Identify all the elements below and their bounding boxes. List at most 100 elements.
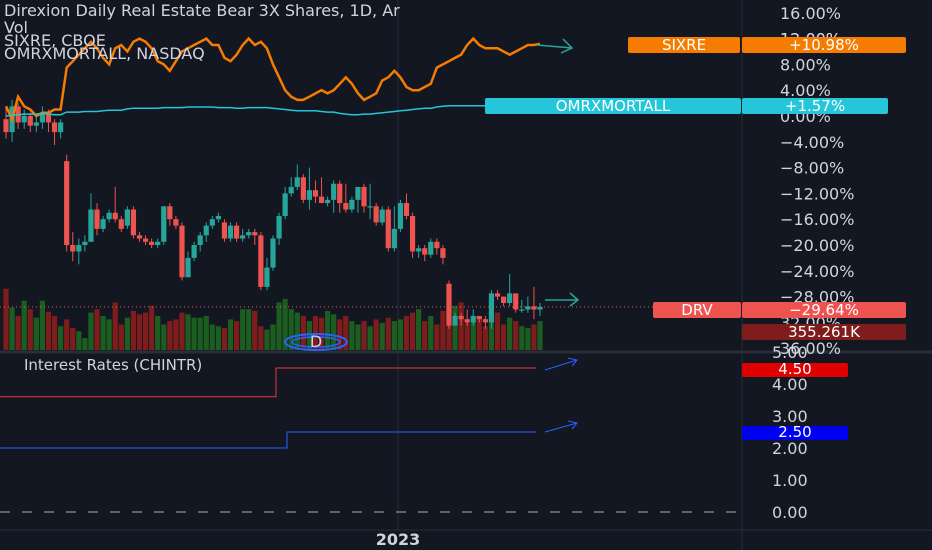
- sixre-name-tag: SIXRE: [662, 36, 706, 54]
- volume-bar: [337, 319, 343, 350]
- candle-body: [458, 315, 464, 320]
- omrx-name-tag-bg: [485, 98, 741, 114]
- arrow-drawing-upper: [536, 38, 574, 54]
- candle-body: [64, 161, 70, 245]
- price-axis-tick-label: −16.00%: [780, 210, 854, 229]
- candle-body: [331, 183, 337, 200]
- volume-bar: [373, 319, 379, 350]
- candle-body: [3, 119, 9, 133]
- drv-name-tag: DRV: [681, 301, 713, 319]
- volume-bar: [476, 317, 482, 350]
- red-rate-line: [0, 367, 536, 398]
- candle-body: [519, 309, 525, 311]
- candle-body: [488, 293, 495, 323]
- candle-body: [21, 116, 27, 123]
- volume-bar: [246, 309, 252, 350]
- volume-bar: [494, 312, 501, 350]
- volume-bar: [39, 300, 46, 350]
- candle-body: [428, 241, 434, 255]
- rates-pane-label: Interest Rates (CHINTR): [24, 356, 203, 374]
- rates-axis-tick-label: 5.00: [772, 343, 808, 362]
- volume-bar: [488, 319, 495, 350]
- volume-bar: [82, 338, 88, 350]
- candle-body: [318, 196, 325, 204]
- volume-bar: [409, 312, 416, 350]
- candle-body: [167, 206, 173, 220]
- red-rate-value-tag-bg: [742, 363, 848, 377]
- price-axis-tick-label: −8.00%: [780, 159, 844, 178]
- candle-body: [88, 209, 94, 242]
- volume-bar: [379, 322, 385, 350]
- volume-bar: [64, 319, 70, 350]
- candle-body: [76, 245, 82, 252]
- candle-body: [130, 209, 137, 236]
- price-axis-tick-label: −28.00%: [780, 288, 854, 307]
- candle-body: [203, 225, 209, 236]
- volume-bar: [434, 324, 440, 350]
- candle-body: [197, 235, 203, 245]
- volume-bar: [440, 310, 446, 350]
- candle-body: [240, 235, 246, 239]
- volume-bar: [112, 302, 118, 350]
- volume-bar: [288, 309, 294, 350]
- candle-body: [361, 186, 367, 207]
- candle-body: [270, 238, 276, 268]
- blue-rate-line: [0, 431, 536, 449]
- candle-body: [112, 212, 118, 220]
- volume-bar: [519, 326, 525, 350]
- candle-body: [233, 225, 240, 239]
- volume-bar: [294, 312, 300, 350]
- volume-bar: [470, 321, 476, 350]
- volume-bar: [45, 311, 52, 350]
- price-axis-tick-label: −20.00%: [780, 236, 854, 255]
- rates-axis-tick-label: 4.00: [772, 375, 808, 394]
- candle-body: [482, 319, 488, 323]
- volume-bar: [355, 324, 361, 350]
- omrxmortall-line: [5, 104, 541, 117]
- volume-bar: [300, 316, 306, 350]
- arrow-drawing-lower: [545, 292, 580, 307]
- candle-body: [100, 219, 106, 229]
- volume-bar: [124, 317, 130, 350]
- volume-value-tag-bg: [742, 324, 906, 340]
- volume-bar: [452, 305, 458, 350]
- volume-bar: [221, 327, 228, 350]
- volume-bar: [15, 316, 21, 350]
- price-axis-tick-label: −24.00%: [780, 262, 854, 281]
- candle-body: [136, 235, 143, 239]
- volume-bar: [179, 312, 185, 350]
- candle-body: [191, 245, 197, 258]
- sixre-name-tag-bg: [628, 37, 740, 53]
- price-axis-tick-label: 16.00%: [780, 4, 841, 23]
- volume-bar: [27, 309, 33, 350]
- candle-body: [531, 306, 537, 310]
- volume-bar: [58, 326, 64, 350]
- volume-bar: [525, 327, 531, 350]
- candle-body: [118, 219, 124, 229]
- volume-bar: [391, 321, 397, 350]
- candle-body: [106, 212, 112, 220]
- legend-volume: Vol: [4, 18, 28, 37]
- candle-body: [312, 190, 319, 197]
- volume-bar: [21, 300, 27, 350]
- volume-bar: [458, 302, 464, 350]
- candle-body: [246, 232, 252, 236]
- drv-name-tag-bg: [653, 302, 741, 318]
- volume-bar: [422, 321, 428, 350]
- volume-bar: [106, 319, 112, 350]
- candle-body: [349, 199, 355, 210]
- volume-bar: [209, 324, 215, 350]
- candle-body: [446, 283, 452, 326]
- candle-body: [422, 248, 428, 255]
- volume-bar: [331, 314, 337, 350]
- candle-body: [39, 112, 46, 123]
- volume-bar: [312, 316, 319, 350]
- sixre-value-tag: +10.98%: [789, 36, 859, 54]
- dividend-marker-ring: [284, 333, 348, 351]
- volume-bar: [270, 324, 276, 350]
- volume-bar: [482, 326, 488, 350]
- volume-bar: [349, 321, 355, 350]
- legend-sixre: SIXRE, CBOE: [4, 31, 106, 50]
